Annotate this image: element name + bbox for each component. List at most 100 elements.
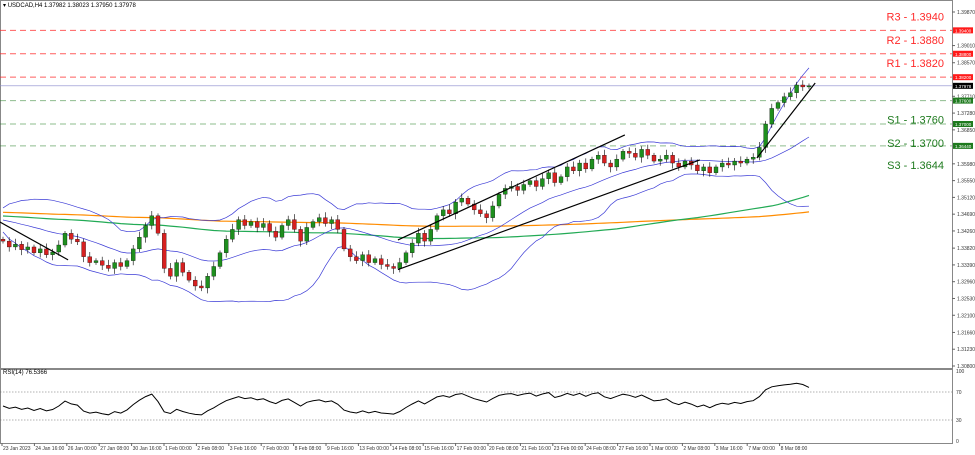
- level-price-tag-text: 1.36440: [955, 144, 972, 149]
- candle-body: [7, 240, 12, 248]
- candle-body: [751, 157, 756, 160]
- candle-body: [410, 242, 415, 253]
- candle-body: [385, 264, 390, 267]
- candle-body: [645, 149, 650, 156]
- candle-body: [596, 155, 601, 160]
- y-tick-label: 1.38570: [957, 61, 975, 67]
- candle-body: [664, 155, 669, 160]
- x-tick-label: 27 Feb 16:00: [619, 446, 649, 452]
- triangle-down-icon[interactable]: ▾: [3, 3, 7, 9]
- candle-body: [286, 219, 291, 226]
- candle-body: [75, 239, 80, 243]
- candle-body: [174, 262, 179, 277]
- candle-body: [50, 251, 55, 255]
- candle-body: [180, 262, 185, 273]
- candle-body: [608, 162, 613, 168]
- x-tick-label: 2 Feb 08:00: [197, 446, 224, 452]
- candle-body: [577, 162, 582, 172]
- candle-body: [633, 153, 638, 158]
- level-label: S2 - 1.3700: [887, 138, 944, 150]
- symbol-header: ▾ USDCAD,H4 1.37982 1.38023 1.37950 1.37…: [3, 3, 136, 9]
- candle-body: [540, 178, 545, 187]
- candle-body: [447, 209, 452, 214]
- y-tick-label: 1.32100: [957, 313, 975, 319]
- main-pane: [0, 0, 953, 369]
- x-tick-label: 21 Feb 16:00: [521, 446, 551, 452]
- x-tick-label: 2 Mar 08:00: [683, 446, 710, 452]
- candle-body: [720, 162, 725, 168]
- candle-body: [769, 108, 774, 125]
- x-tick-label: 23 Jan 2023: [3, 446, 31, 452]
- candle-body: [775, 102, 781, 109]
- x-tick-label: 26 Jan 00:00: [68, 446, 97, 452]
- trendline: [0, 221, 69, 261]
- trendline: [756, 82, 816, 159]
- rsi-tick-label: 70: [956, 390, 962, 396]
- candle-body: [639, 149, 644, 158]
- candle-body: [372, 258, 378, 263]
- candle-body: [459, 198, 464, 203]
- level-price-tag: [953, 121, 973, 128]
- y-tick-label: 1.35550: [957, 179, 975, 185]
- x-tick-label: 24 Jan 16:00: [35, 446, 64, 452]
- x-tick-label: 3 Feb 16:00: [230, 446, 257, 452]
- rsi-pane: [0, 369, 953, 444]
- candle-body: [69, 233, 74, 240]
- candle-body: [31, 246, 37, 253]
- candle-body: [527, 180, 533, 185]
- current-price-text: 1.37978: [955, 84, 972, 89]
- candle-body: [19, 244, 24, 250]
- candle-body: [279, 225, 285, 238]
- candle-body: [695, 164, 700, 172]
- y-tick-label: 1.32960: [957, 280, 975, 286]
- candle-body: [676, 162, 681, 168]
- candle-body: [217, 252, 223, 267]
- y-tick-label: 1.33820: [957, 246, 975, 252]
- candle-body: [155, 215, 161, 234]
- candle-body: [794, 84, 799, 93]
- candle-body: [168, 268, 173, 277]
- x-tick-label: 3 Mar 16:00: [716, 446, 743, 452]
- y-tick-label: 1.37280: [957, 111, 975, 117]
- candle-body: [465, 198, 471, 205]
- x-tick-label: 24 Feb 08:00: [586, 446, 616, 452]
- level-price-tag: [953, 27, 973, 34]
- candle-body: [738, 160, 743, 164]
- candle-body: [565, 166, 570, 177]
- candle-body: [496, 194, 502, 207]
- candle-body: [658, 158, 663, 162]
- candle-body: [211, 266, 216, 277]
- candle-body: [0, 239, 6, 242]
- candle-body: [143, 225, 148, 238]
- candle-body: [397, 262, 402, 269]
- y-tick-label: 1.35980: [957, 162, 975, 168]
- candle-body: [13, 244, 18, 248]
- candle-body: [782, 96, 787, 103]
- x-tick-label: 15 Feb 16:00: [424, 446, 454, 452]
- candle-body: [354, 256, 359, 261]
- candle-body: [484, 213, 489, 218]
- candle-body: [571, 166, 576, 172]
- level-price-tag-text: 1.39400: [955, 28, 972, 33]
- candle-body: [255, 221, 260, 228]
- x-tick-label: 1 Mar 00:00: [651, 446, 678, 452]
- trendline: [397, 134, 626, 241]
- level-label: R1 - 1.3820: [887, 58, 944, 70]
- candle-body: [193, 279, 198, 287]
- x-tick-label: 17 Feb 00:00: [457, 446, 487, 452]
- y-tick-label: 1.36850: [957, 128, 975, 134]
- candle-body: [348, 248, 353, 257]
- rsi-line: [2, 382, 810, 416]
- candle-body: [379, 258, 384, 265]
- candle-body: [552, 172, 557, 183]
- x-tick-label: 13 Feb 00:00: [359, 446, 389, 452]
- candle-body: [100, 260, 105, 266]
- candle-body: [56, 244, 61, 253]
- candle-body: [422, 233, 427, 242]
- candle-body: [323, 217, 328, 224]
- y-tick-label: 1.34260: [957, 229, 975, 235]
- level-price-tag: [953, 50, 973, 57]
- candle-body: [546, 172, 551, 179]
- candle-body: [93, 260, 99, 263]
